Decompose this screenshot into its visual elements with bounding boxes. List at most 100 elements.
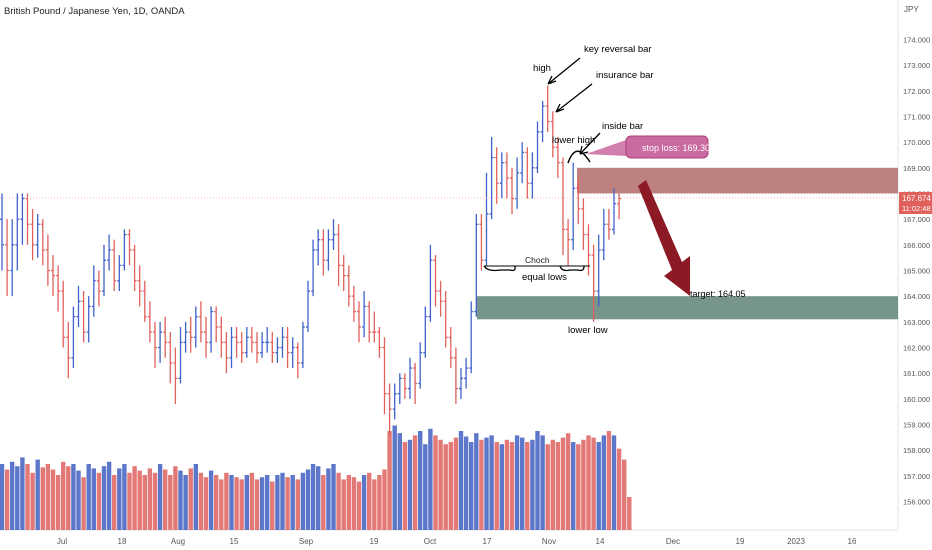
- ohlc-bar: [504, 152, 509, 199]
- ohlc-bar: [510, 167, 514, 215]
- ohlc-bar: [132, 244, 137, 292]
- ohlc-bar: [45, 234, 50, 286]
- volume-bar: [596, 442, 601, 530]
- volume-bar: [484, 437, 489, 530]
- ohlc-bar: [137, 265, 142, 307]
- volume-bar: [163, 469, 168, 530]
- volume-bar: [356, 481, 362, 530]
- ohlc-bar: [127, 229, 132, 266]
- ohlc-bar: [51, 255, 55, 297]
- volume-bar: [326, 468, 331, 530]
- volume-bar: [157, 464, 163, 530]
- ohlc-bar: [413, 362, 418, 405]
- ohlc-bar: [362, 291, 367, 338]
- ohlc-bar: [35, 214, 40, 258]
- ohlc-bar: [0, 193, 4, 271]
- volume-bar: [469, 442, 474, 530]
- current-price-value: 167.674: [902, 194, 931, 203]
- volume-bar: [606, 431, 612, 530]
- ohlc-bar: [525, 147, 530, 199]
- ohlc-bar: [402, 373, 407, 399]
- ohlc-bar: [535, 121, 540, 173]
- ohlc-bar: [285, 326, 290, 369]
- volume-bar: [586, 435, 591, 530]
- ohlc-bar: [102, 244, 106, 297]
- y-tick-label: 157.000: [903, 472, 930, 481]
- y-tick-label: 158.000: [903, 446, 930, 455]
- y-tick-label: 169.000: [903, 164, 930, 173]
- volume-bar: [545, 444, 550, 530]
- volume-bar: [152, 472, 158, 530]
- volume-bar: [61, 461, 66, 530]
- ohlc-bar: [311, 239, 316, 297]
- volume-bar: [571, 442, 576, 530]
- ohlc-bar: [438, 280, 443, 317]
- volume-bar: [219, 479, 224, 530]
- volume-bar: [494, 442, 499, 530]
- volume-bar: [173, 466, 178, 530]
- ohlc-bar: [418, 342, 423, 389]
- volume-bar: [407, 439, 413, 530]
- ohlc-bar: [56, 265, 61, 312]
- volume-bar: [295, 479, 300, 530]
- volume-bar: [611, 435, 617, 530]
- volume-bar: [535, 431, 540, 530]
- ohlc-bar: [550, 111, 555, 158]
- stop-loss-label: stop loss: 169.30: [642, 143, 710, 153]
- y-tick-label: 165.000: [903, 267, 930, 276]
- y-tick-label: 167.000: [903, 215, 930, 224]
- ohlc-bar: [30, 208, 35, 261]
- y-tick-label: 162.000: [903, 344, 930, 353]
- y-tick-label: 156.000: [903, 498, 930, 507]
- volume-bar: [367, 472, 372, 530]
- ohlc-bar: [596, 234, 601, 307]
- volume-bar: [428, 428, 433, 530]
- ohlc-bar: [423, 306, 428, 358]
- volume-bar: [45, 464, 51, 530]
- volume-bar: [249, 472, 255, 530]
- volume-bar: [591, 437, 596, 530]
- ohlc-bar: [601, 208, 606, 261]
- ohlc-bar: [341, 255, 346, 292]
- volume-bar: [418, 431, 423, 530]
- volume-bar: [576, 444, 581, 530]
- lower-high-label: lower high: [552, 135, 595, 146]
- y-tick-label: 171.000: [903, 112, 930, 121]
- inside-bar-label: inside bar: [602, 121, 643, 132]
- ohlc-bar: [331, 219, 336, 250]
- x-tick-label: 14: [596, 537, 605, 546]
- ohlc-bar: [122, 229, 127, 271]
- ohlc-bar: [479, 214, 484, 271]
- volume-bar: [412, 435, 418, 530]
- volume-bar: [137, 470, 142, 530]
- ohlc-bar: [193, 306, 198, 348]
- ohlc-bar: [459, 368, 463, 399]
- current-price-tag: 167.674 11:02:48: [899, 192, 932, 214]
- volume-bar: [96, 472, 102, 530]
- ohlc-bar: [260, 332, 265, 358]
- x-tick-label: 15: [230, 537, 239, 546]
- ohlc-bar: [209, 306, 214, 353]
- ohlc-bar: [520, 142, 525, 184]
- ohlc-bar: [204, 316, 208, 358]
- volume-bar: [10, 461, 15, 530]
- volume-bar: [499, 444, 504, 530]
- volume-bar: [489, 435, 494, 530]
- ohlc-bar: [270, 332, 275, 363]
- ohlc-bar: [295, 342, 300, 379]
- ohlc-bar: [153, 321, 157, 369]
- ohlc-bar: [239, 332, 244, 363]
- volume-bar: [117, 468, 122, 530]
- volume-bar: [300, 472, 306, 530]
- ohlc-bar: [117, 255, 122, 292]
- annotations: Choch equal lows high key reversal bar i…: [483, 44, 746, 336]
- ohlc-bar: [357, 301, 361, 343]
- volume-bar: [601, 435, 606, 530]
- ohlc-bar: [351, 285, 356, 322]
- y-tick-label: 164.000: [903, 292, 930, 301]
- volume-bar: [66, 466, 71, 530]
- ohlc-bar: [367, 301, 372, 343]
- ohlc-bar: [591, 244, 596, 322]
- volume-bar: [316, 466, 321, 530]
